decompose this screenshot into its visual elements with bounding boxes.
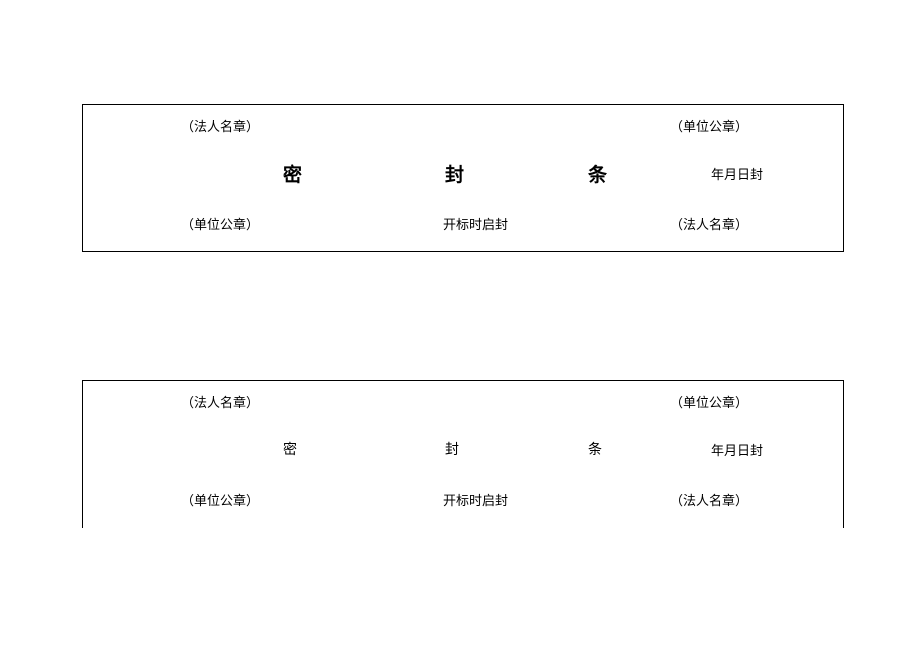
seal-strip-1: （法人名章） （单位公章） 密 封 条 年月日封 （单位公章） 开标时启封 （法… bbox=[82, 104, 844, 252]
strip1-char-mi: 密 bbox=[283, 160, 302, 187]
strip1-bottom-right-label: （法人名章） bbox=[670, 214, 748, 233]
strip1-bottom-left-label: （单位公章） bbox=[181, 214, 259, 233]
strip1-char-tiao: 条 bbox=[588, 160, 607, 187]
strip1-bottom-center-label: 开标时启封 bbox=[443, 214, 508, 233]
strip2-top-left-label: （法人名章） bbox=[181, 392, 259, 411]
strip2-char-tiao: 条 bbox=[588, 439, 602, 459]
strip2-bottom-center-label: 开标时启封 bbox=[443, 490, 508, 509]
strip1-top-left-label: （法人名章） bbox=[181, 116, 259, 135]
strip1-char-feng: 封 bbox=[445, 160, 464, 187]
seal-strip-2: （法人名章） （单位公章） 密 封 条 年月日封 （单位公章） 开标时启封 （法… bbox=[82, 380, 844, 528]
strip1-date-label: 年月日封 bbox=[711, 164, 763, 183]
strip2-char-mi: 密 bbox=[283, 439, 297, 459]
strip1-top-right-label: （单位公章） bbox=[670, 116, 748, 135]
strip2-bottom-left-label: （单位公章） bbox=[181, 490, 259, 509]
strip2-bottom-right-label: （法人名章） bbox=[670, 490, 748, 509]
strip2-char-feng: 封 bbox=[445, 439, 459, 459]
strip2-top-right-label: （单位公章） bbox=[670, 392, 748, 411]
strip2-date-label: 年月日封 bbox=[711, 440, 763, 459]
